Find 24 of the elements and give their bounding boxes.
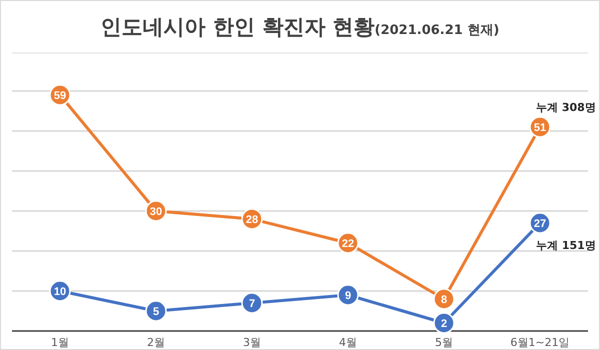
- data-label: 10: [54, 286, 66, 298]
- data-label: 27: [534, 218, 546, 230]
- data-label: 22: [342, 238, 354, 250]
- data-label: 30: [150, 206, 162, 218]
- point: [241, 292, 263, 314]
- x-tick-label: 4월: [339, 336, 357, 349]
- data-label: 2: [440, 318, 448, 330]
- data-label: 5: [152, 306, 160, 318]
- data-label: 28: [246, 214, 258, 226]
- chart-title: 인도네시아 한인 확진자 현황(2021.06.21 현재): [100, 15, 500, 39]
- x-tick-label: 1월: [51, 336, 69, 349]
- data-label: 9: [344, 290, 352, 302]
- annotation: 누계 308명: [536, 101, 596, 114]
- x-tick-label: 6월1~21일: [510, 336, 570, 349]
- point: [433, 312, 455, 334]
- x-tick-label: 3월: [243, 336, 261, 349]
- x-tick-label: 5월: [435, 336, 453, 349]
- annotation: 누계 151명: [536, 239, 596, 252]
- data-label: 51: [534, 122, 546, 134]
- data-label: 8: [440, 294, 448, 306]
- x-tick-label: 2월: [147, 336, 165, 349]
- data-label: 7: [248, 298, 256, 310]
- data-label: 59: [54, 90, 66, 102]
- point: [145, 300, 167, 322]
